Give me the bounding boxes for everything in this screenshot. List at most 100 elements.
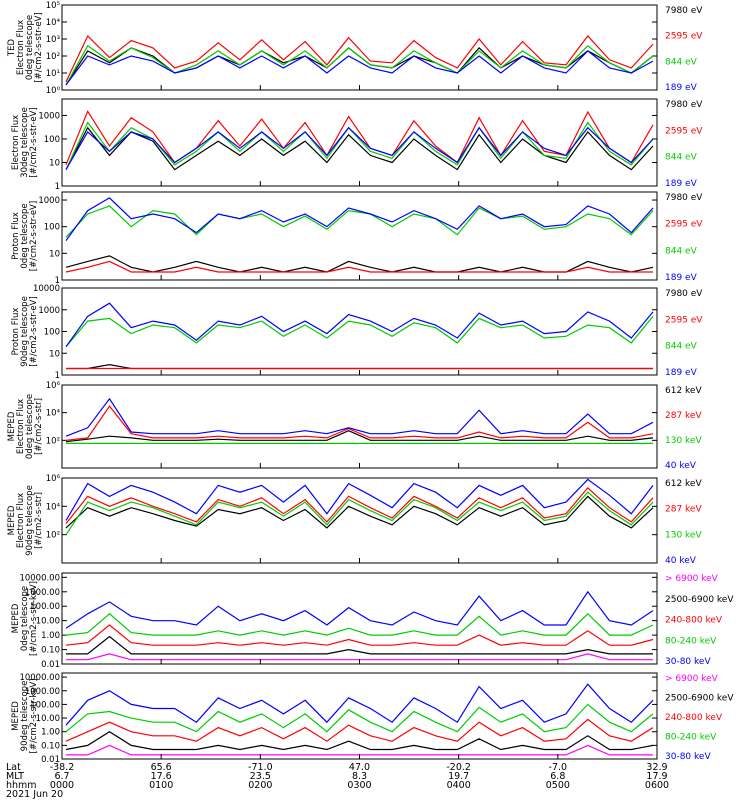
panel-5-ytick-label: 10⁴ bbox=[46, 409, 61, 419]
panel-5-ylabel: [#/cm2-s-str] bbox=[34, 398, 44, 455]
hhmm-tick-label: 0000 bbox=[50, 780, 74, 791]
panel-8-series-1 bbox=[66, 744, 653, 756]
panel-1-series-4 bbox=[65, 50, 654, 86]
panel-2-legend-4: 189 eV bbox=[665, 179, 698, 189]
panel-4-ylabel: Proton Flux bbox=[11, 308, 21, 356]
panel-8-legend-5: 30-80 keV bbox=[665, 752, 711, 762]
hhmm-tick-label: 0400 bbox=[447, 780, 471, 791]
mlt-tick-label: 17.9 bbox=[646, 771, 667, 782]
panel-3-legend-1: 7980 eV bbox=[665, 193, 703, 203]
panel-6-frame bbox=[61, 477, 658, 564]
panel-5-legend-4: 40 keV bbox=[665, 461, 697, 471]
panel-7-legend-5: 30-80 keV bbox=[665, 657, 711, 667]
panel-5-ytick-label: 10² bbox=[46, 436, 60, 446]
hhmm-tick-label: 0300 bbox=[347, 780, 371, 791]
panel-4-legend-2: 2595 eV bbox=[665, 315, 703, 325]
panel-7-frame bbox=[61, 572, 658, 665]
panel-7-ylabel: [#/cm2-s-str-keV] bbox=[29, 581, 39, 656]
panel-2-ylabel: 30deg telescope bbox=[20, 107, 30, 178]
panel-2-ytick-label: 100 bbox=[44, 135, 60, 145]
panel-5-frame bbox=[61, 384, 658, 469]
panel-7-ytick-label: 1.00 bbox=[41, 631, 60, 641]
panel-2-legend-2: 2595 eV bbox=[665, 126, 703, 136]
panel-4-frame bbox=[61, 287, 658, 376]
panel-3-legend-2: 2595 eV bbox=[665, 220, 703, 230]
panel-8-ytick-label: 10.00 bbox=[36, 714, 60, 724]
panel-7-legend-2: 2500-6900 keV bbox=[665, 595, 734, 605]
panel-4-legend-4: 189 eV bbox=[665, 368, 698, 378]
panel-7-ytick-label: 1000.00 bbox=[25, 588, 60, 598]
panel-1-ytick-label: 10³ bbox=[46, 35, 60, 45]
mlt-tick-label: 6.8 bbox=[550, 771, 565, 782]
panel-7-legend-4: 80-240 keV bbox=[665, 636, 717, 646]
panel-4-ylabel: [#/cm2-s-str-eV] bbox=[29, 296, 39, 366]
panel-7-ylabel: 0deg telescope bbox=[20, 586, 30, 651]
panel-8-ytick-label: 0.01 bbox=[41, 755, 60, 765]
panel-4-ytick-label: 1000 bbox=[38, 306, 60, 316]
panel-8-legend-3: 240-800 keV bbox=[665, 713, 723, 723]
panel-6-legend-4: 40 keV bbox=[665, 556, 697, 566]
panel-8-series-2 bbox=[65, 730, 654, 751]
panel-7-series-3 bbox=[65, 624, 654, 646]
panel-8-legend-4: 80-240 keV bbox=[665, 733, 717, 743]
panel-5-ytick-label: 10⁶ bbox=[46, 381, 61, 391]
lat-tick-label: 32.9 bbox=[646, 762, 667, 773]
panel-8-legend-1: > 6900 keV bbox=[665, 674, 719, 684]
panel-2-legend-3: 844 eV bbox=[665, 153, 698, 163]
panel-5-ylabel: 0deg telescope bbox=[25, 394, 35, 459]
panel-6-legend-1: 612 keV bbox=[665, 479, 702, 489]
lat-tick-label: 47.0 bbox=[349, 762, 370, 773]
hhmm-tick-label: 0500 bbox=[546, 780, 570, 791]
panel-6-ylabel: [#/cm2-s-str] bbox=[34, 492, 44, 549]
lat-tick-label: -20.2 bbox=[446, 762, 471, 773]
panel-8-legend-2: 2500-6900 keV bbox=[665, 694, 734, 704]
panel-3-ytick-label: 10 bbox=[49, 249, 60, 259]
panel-6-ylabel: 90deg telescope bbox=[25, 485, 35, 556]
panel-2-series-4 bbox=[65, 126, 654, 170]
panel-3-frame bbox=[61, 191, 658, 281]
panel-2-ytick-label: 10 bbox=[49, 158, 60, 168]
panel-3-series-2 bbox=[65, 260, 653, 273]
panel-3-series-3 bbox=[65, 205, 654, 238]
panel-4-legend-3: 844 eV bbox=[665, 342, 698, 352]
panel-6-ylabel: MEPED bbox=[7, 505, 17, 535]
panel-5-series-1 bbox=[65, 430, 654, 443]
panel-3-ylabel: Proton Flux bbox=[11, 212, 21, 260]
panel-2-ylabel: [#/cm2-s-str-eV] bbox=[29, 107, 39, 177]
panel-6-series-3 bbox=[65, 491, 654, 536]
panel-2-legend-1: 7980 eV bbox=[665, 100, 703, 110]
panel-7-ytick-label: 100.00 bbox=[30, 602, 60, 612]
xaxis-row-label: Lat bbox=[6, 762, 21, 773]
hhmm-tick-label: 0200 bbox=[248, 780, 272, 791]
panel-6-ylabel: Electron Flux bbox=[16, 493, 26, 548]
panel-1-series-2 bbox=[65, 34, 654, 83]
panel-6-legend-2: 287 keV bbox=[665, 505, 702, 515]
panel-3-legend-4: 189 eV bbox=[665, 273, 698, 283]
panel-7-legend-3: 240-800 keV bbox=[665, 616, 723, 626]
panel-4-ytick-label: 10000 bbox=[33, 284, 60, 294]
lat-tick-label: -38.2 bbox=[50, 762, 75, 773]
lat-tick-label: -71.0 bbox=[248, 762, 273, 773]
panel-1-series-3 bbox=[65, 44, 654, 86]
panel-3-series-4 bbox=[65, 197, 654, 241]
lat-tick-label: 65.6 bbox=[151, 762, 172, 773]
panel-7-series-2 bbox=[66, 635, 653, 655]
panel-1-ytick-label: 10⁵ bbox=[46, 1, 60, 11]
panel-8-series-3 bbox=[65, 718, 654, 742]
panel-4-ytick-label: 10 bbox=[49, 349, 60, 359]
panel-2-frame bbox=[61, 98, 658, 187]
panel-8-ytick-label: 0.10 bbox=[41, 741, 60, 751]
panel-5-series-2 bbox=[65, 405, 654, 441]
panel-1-series-1 bbox=[65, 47, 654, 86]
panel-1-ylabel: TED bbox=[7, 38, 17, 57]
panel-4-legend-1: 7980 eV bbox=[665, 289, 703, 299]
mlt-tick-label: 17.6 bbox=[151, 771, 172, 782]
panel-3-ytick-label: 1 bbox=[55, 276, 60, 286]
panel-2-series-2 bbox=[65, 109, 654, 166]
hhmm-tick-label: 0600 bbox=[645, 780, 669, 791]
panel-8-ylabel: MEPED bbox=[11, 701, 21, 731]
panel-6-series-1 bbox=[65, 495, 654, 529]
panel-1-ytick-label: 10¹ bbox=[46, 69, 60, 79]
panel-3-ylabel: [#/cm2-s-str-eV] bbox=[29, 201, 39, 271]
hhmm-tick-label: 0100 bbox=[149, 780, 173, 791]
